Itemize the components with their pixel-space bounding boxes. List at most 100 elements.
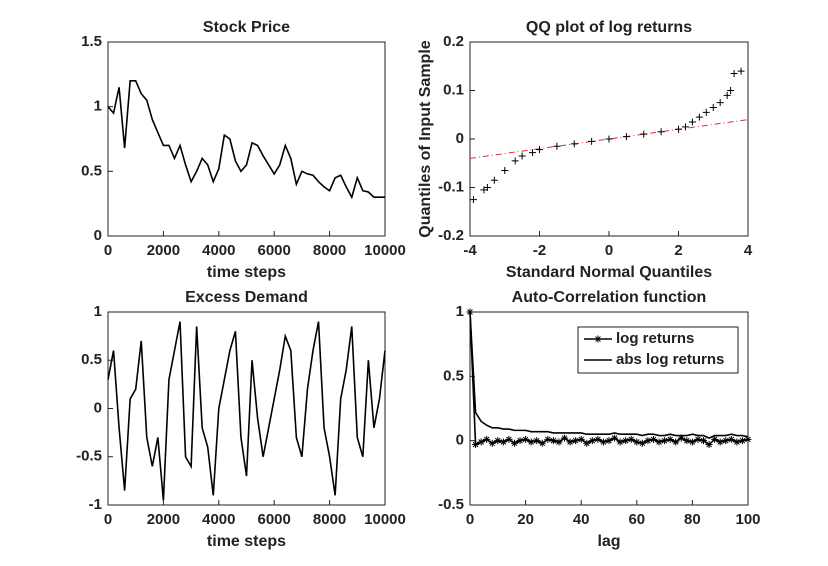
marker (488, 439, 496, 447)
marker (594, 435, 602, 443)
marker (588, 437, 596, 445)
point (640, 130, 648, 138)
marker (711, 435, 719, 443)
marker (649, 435, 657, 443)
marker (716, 438, 724, 446)
x-axis-label: Standard Normal Quantiles (506, 264, 712, 281)
point (553, 142, 561, 150)
marker (566, 438, 574, 446)
marker (533, 437, 541, 445)
x-tick-label: 0 (605, 242, 613, 259)
marker (599, 438, 607, 446)
x-tick-label: 2000 (147, 242, 180, 259)
point (723, 91, 731, 99)
chart-title: QQ plot of log returns (526, 19, 692, 36)
x-tick-label: 60 (628, 511, 645, 528)
marker (522, 435, 530, 443)
point (737, 67, 745, 75)
y-tick-label: 0 (456, 432, 464, 449)
y-tick-label: -0.5 (438, 496, 464, 513)
marker (477, 438, 485, 446)
x-tick-label: 8000 (313, 242, 346, 259)
point (695, 113, 703, 121)
y-tick-label: 0 (94, 399, 102, 416)
x-tick-label: 100 (735, 511, 760, 528)
y-tick-label: -0.2 (438, 227, 464, 244)
x-tick-label: 2 (674, 242, 682, 259)
x-tick-label: 0 (104, 242, 112, 259)
line-series (107, 80, 385, 200)
point (709, 103, 717, 111)
x-tick-label: 10000 (364, 242, 406, 259)
y-tick-label: 1 (94, 303, 102, 320)
marker (538, 439, 546, 447)
marker (544, 435, 552, 443)
line-series (469, 311, 749, 439)
marker (577, 435, 585, 443)
marker (677, 434, 685, 442)
marker (633, 438, 641, 446)
point (469, 196, 477, 204)
marker (644, 437, 652, 445)
x-tick-label: -4 (463, 242, 477, 259)
x-tick-label: 6000 (258, 511, 291, 528)
marker (666, 435, 674, 443)
y-tick-label: 0.2 (443, 33, 464, 50)
point (727, 87, 735, 94)
y-tick-label: 0 (94, 227, 102, 244)
x-tick-label: 6000 (258, 242, 291, 259)
marker (561, 434, 569, 442)
point (570, 140, 578, 148)
marker (700, 437, 708, 445)
marker (627, 435, 635, 443)
y-tick-label: -0.1 (438, 178, 464, 195)
point (501, 167, 509, 175)
point (518, 152, 526, 160)
marker (672, 438, 680, 446)
marker (572, 437, 580, 445)
point (716, 99, 724, 107)
marker (483, 435, 491, 443)
marker (683, 437, 691, 445)
y-tick-label: -0.5 (76, 448, 102, 465)
marker (611, 434, 619, 442)
marker (727, 435, 735, 443)
x-tick-label: 2000 (147, 511, 180, 528)
x-tick-label: 80 (684, 511, 701, 528)
marker (722, 437, 730, 445)
marker (638, 439, 646, 447)
chart-title: Stock Price (203, 19, 290, 36)
x-tick-label: 20 (517, 511, 534, 528)
x-tick-label: 4000 (202, 242, 235, 259)
point (657, 128, 665, 136)
y-tick-label: 0.5 (81, 162, 102, 179)
line-series (107, 321, 386, 501)
point (483, 184, 491, 191)
legend-label: log returns (616, 330, 694, 347)
y-tick-label: 0.5 (443, 367, 464, 384)
x-tick-label: 4000 (202, 511, 235, 528)
marker (616, 438, 624, 446)
point (511, 157, 519, 165)
point (702, 108, 710, 116)
marker (688, 438, 696, 446)
x-axis-label: time steps (207, 264, 286, 281)
x-tick-label: 40 (573, 511, 590, 528)
marker (738, 437, 746, 445)
chart-title: Excess Demand (185, 289, 308, 306)
point (730, 70, 738, 78)
x-tick-label: 8000 (313, 511, 346, 528)
legend-label: abs log returns (616, 351, 724, 368)
marker (605, 437, 613, 445)
marker (505, 435, 513, 443)
marker (733, 438, 741, 446)
y-tick-label: -1 (89, 496, 102, 513)
point (588, 137, 596, 145)
y-tick-label: 0.1 (443, 81, 464, 98)
marker (549, 437, 557, 445)
marker (494, 437, 502, 445)
marker (516, 437, 524, 445)
point (536, 146, 543, 154)
legend-marker (594, 335, 602, 343)
